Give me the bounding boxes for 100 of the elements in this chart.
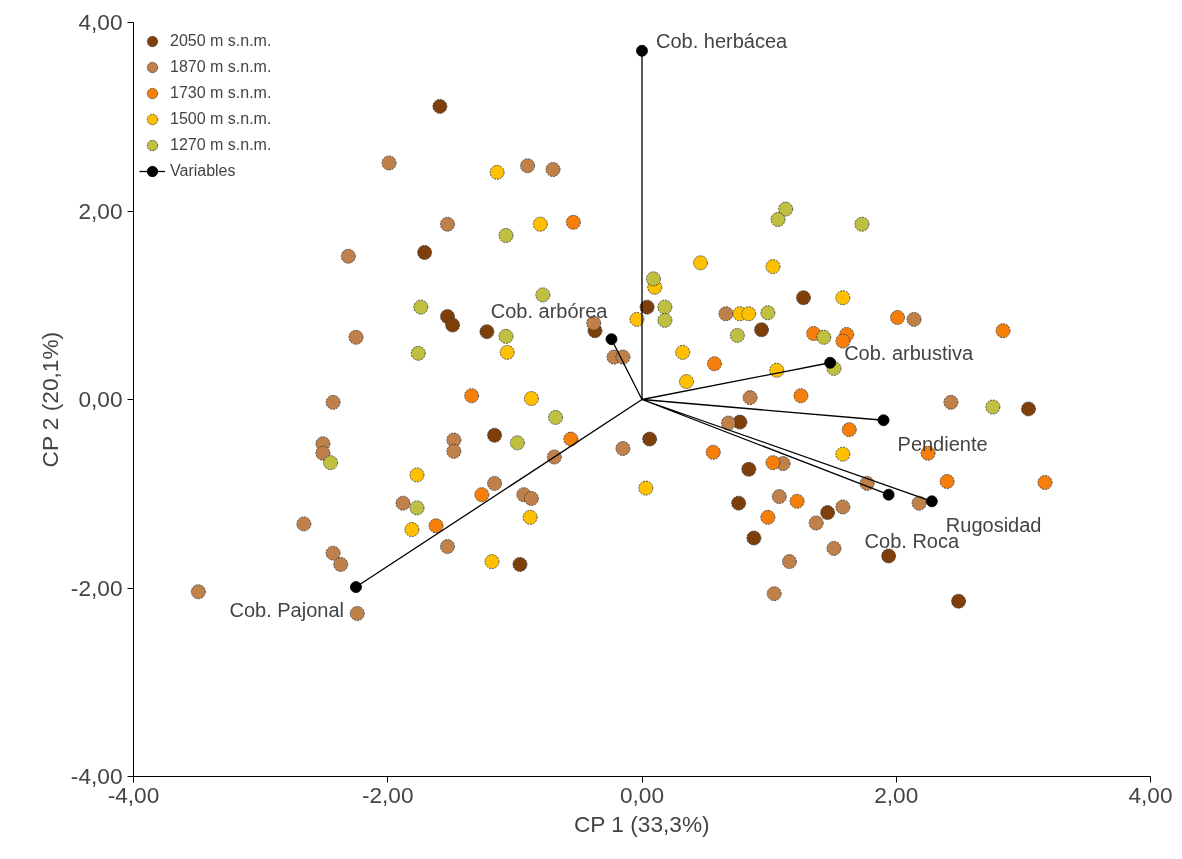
point <box>524 391 539 406</box>
y-tick-label: -2,00 <box>70 574 123 601</box>
point <box>760 305 776 321</box>
point <box>835 290 851 306</box>
point <box>315 445 331 461</box>
point <box>512 557 528 572</box>
point <box>404 522 420 537</box>
point <box>985 399 1001 415</box>
annotation: Cob. arbustiva <box>844 341 974 364</box>
point <box>911 495 927 511</box>
point <box>1037 475 1053 490</box>
point <box>440 539 455 554</box>
point <box>325 545 341 561</box>
point <box>679 374 694 389</box>
point <box>906 312 922 327</box>
y-axis-title: CP 2 (20,1%) <box>36 331 63 468</box>
point <box>522 509 538 525</box>
point <box>333 557 349 572</box>
point <box>615 441 631 456</box>
point <box>409 467 425 483</box>
point <box>545 162 561 177</box>
y-tick-label: 0,00 <box>78 386 123 412</box>
legend-label: 1870 m s.n.m. <box>170 58 272 76</box>
point <box>835 499 851 515</box>
point <box>742 390 758 405</box>
point <box>943 394 959 410</box>
point <box>789 493 805 509</box>
point <box>349 606 365 621</box>
point <box>636 44 648 57</box>
point <box>190 584 206 600</box>
point <box>760 509 776 525</box>
point <box>348 329 364 345</box>
point <box>535 287 551 303</box>
point <box>548 410 563 425</box>
x-tick-label: 2,00 <box>874 781 919 808</box>
point <box>510 435 525 451</box>
point <box>766 586 782 602</box>
point <box>638 480 654 496</box>
point <box>890 310 905 325</box>
point <box>718 306 734 322</box>
point <box>489 164 505 180</box>
point <box>705 444 721 460</box>
point <box>325 394 341 410</box>
point <box>417 245 433 260</box>
x-tick-label: 0,00 <box>619 781 665 808</box>
legend-label: 1270 m s.n.m. <box>170 136 272 154</box>
point <box>657 299 673 315</box>
x-axis-title: CP 1 (33,3%) <box>574 810 710 837</box>
point <box>939 474 955 489</box>
y-tick-label: 4,00 <box>78 9 123 35</box>
point <box>474 487 490 503</box>
point <box>826 541 842 556</box>
point <box>340 248 356 264</box>
point <box>323 455 338 471</box>
point <box>877 414 890 427</box>
point <box>770 212 786 227</box>
point <box>524 491 539 506</box>
annotation: Pendiente <box>897 433 988 456</box>
point <box>565 214 581 230</box>
point <box>765 455 781 471</box>
point <box>741 461 757 477</box>
point <box>657 312 673 328</box>
point <box>782 554 797 569</box>
point <box>563 431 579 447</box>
point <box>350 581 362 593</box>
point <box>675 344 691 360</box>
point <box>615 349 631 365</box>
point <box>1021 401 1036 417</box>
point <box>410 345 426 361</box>
point <box>520 158 535 174</box>
point <box>808 515 824 531</box>
point <box>479 324 495 340</box>
point <box>296 516 312 532</box>
point <box>707 356 722 372</box>
point <box>771 489 787 504</box>
point <box>464 388 480 404</box>
x-tick-label: 4,00 <box>1128 781 1173 808</box>
point <box>882 488 895 501</box>
point <box>729 328 745 343</box>
legend-label: 2050 m s.n.m. <box>170 32 272 50</box>
point <box>841 422 857 438</box>
point <box>381 155 397 171</box>
point <box>820 505 835 520</box>
point <box>498 228 514 243</box>
point <box>824 356 837 369</box>
point <box>642 431 658 447</box>
point <box>484 554 500 569</box>
point <box>693 255 708 271</box>
point <box>854 216 870 232</box>
point <box>432 99 448 114</box>
point <box>605 333 618 346</box>
point <box>532 216 548 232</box>
point <box>428 518 444 534</box>
point <box>487 427 502 443</box>
annotation: Cob. arbórea <box>490 300 609 323</box>
point <box>778 201 794 217</box>
point <box>395 495 411 511</box>
point <box>754 322 769 338</box>
point <box>881 548 897 564</box>
annotation: Cob. herbácea <box>656 29 789 52</box>
